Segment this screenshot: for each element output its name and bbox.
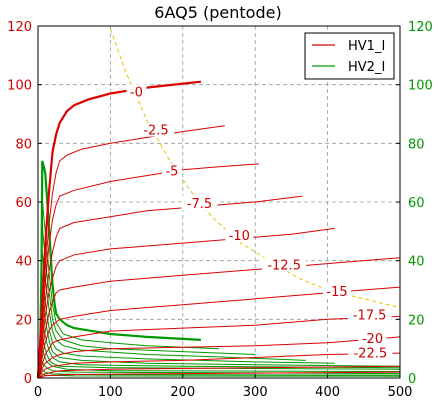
curve-label-8: -20	[362, 332, 383, 347]
curve-label-1: -2.5	[143, 124, 168, 139]
y-tick-label-right-5: 100	[408, 79, 433, 94]
plate-curve-5	[37, 257, 401, 379]
curve-label-5: -12.5	[267, 259, 301, 274]
x-tick-label-4: 400	[315, 385, 340, 400]
screen-curve-3	[37, 245, 306, 379]
x-axis-ticks: 0 100 200 300 400 500	[34, 374, 413, 400]
legend-label-hv2: HV2_I	[348, 60, 385, 75]
legend: HV1_I HV2_I	[304, 32, 395, 80]
curve-label-bg-2	[161, 163, 182, 178]
plate-curve-2	[37, 163, 259, 379]
x-tick-label-2: 200	[170, 385, 195, 400]
y-tick-label-left-0: 0	[24, 372, 32, 387]
legend-label-hv1: HV1_I	[348, 39, 385, 54]
screen-curve-0	[36, 160, 201, 379]
curve-label-bg-6	[323, 283, 352, 298]
plate-curve-0	[36, 80, 202, 379]
screen-curve-4	[37, 272, 335, 379]
curve-label-bg-4	[225, 228, 254, 243]
plate-curve-8	[37, 336, 401, 379]
curve-label-bg-9	[348, 345, 393, 360]
curve-labels: -0 -2.5 -5 -7.5 -10 -12.5 -15 -17.5 -20-22.5	[126, 84, 393, 362]
screen-curve-5	[37, 295, 401, 379]
plate-curve-4	[37, 227, 335, 379]
y-axis-left-ticks: 0 20 40 60 80 100 120	[7, 20, 42, 387]
curve-label-2: -5	[165, 165, 178, 180]
y-tick-label-left-3: 60	[15, 196, 32, 211]
curve-label-9: -22.5	[353, 347, 387, 362]
curve-label-4: -10	[229, 229, 250, 244]
x-tick-label-1: 100	[98, 385, 123, 400]
curve-label-6: -15	[326, 285, 347, 300]
curve-label-0: -0	[130, 85, 143, 100]
legend-box	[304, 32, 395, 80]
y-tick-label-left-4: 80	[15, 137, 32, 152]
x-tick-label-0: 0	[34, 385, 42, 400]
chart-title: 6AQ5 (pentode)	[154, 3, 281, 22]
curve-label-3: -7.5	[187, 197, 212, 212]
y-tick-label-right-6: 120	[408, 20, 433, 35]
y-tick-label-right-4: 80	[408, 137, 425, 152]
curve-label-bg-8	[358, 330, 387, 345]
x-tick-label-5: 500	[388, 385, 413, 400]
screen-current-curves	[36, 160, 401, 379]
plate-curve-10	[37, 365, 401, 379]
plate-current-curves	[36, 80, 401, 379]
screen-curve-1	[37, 190, 220, 379]
y-tick-label-left-5: 100	[7, 79, 32, 94]
curve-label-7: -17.5	[353, 308, 387, 323]
x-tick-label-3: 300	[243, 385, 268, 400]
curve-label-bg-0	[126, 84, 147, 99]
curve-label-bg-5	[262, 257, 307, 272]
y-tick-label-right-0: 0	[408, 372, 416, 387]
plate-curve-1	[37, 125, 225, 379]
plate-curve-11	[37, 371, 401, 379]
plate-curve-7	[37, 315, 401, 379]
y-axis-right-ticks: 0 20 40 60 80 100 120	[396, 20, 433, 387]
plate-curve-6	[37, 286, 401, 379]
curve-label-bg-7	[347, 307, 392, 322]
y-tick-label-left-2: 40	[15, 255, 32, 270]
y-tick-label-left-1: 20	[15, 313, 32, 328]
y-tick-label-right-1: 20	[408, 313, 425, 328]
y-tick-label-right-2: 40	[408, 255, 425, 270]
y-tick-label-right-3: 60	[408, 196, 425, 211]
y-tick-label-left-6: 120	[7, 20, 32, 35]
plate-curve-9	[37, 352, 401, 379]
curve-label-bg-3	[181, 195, 218, 210]
curve-label-bg-1	[138, 122, 175, 137]
